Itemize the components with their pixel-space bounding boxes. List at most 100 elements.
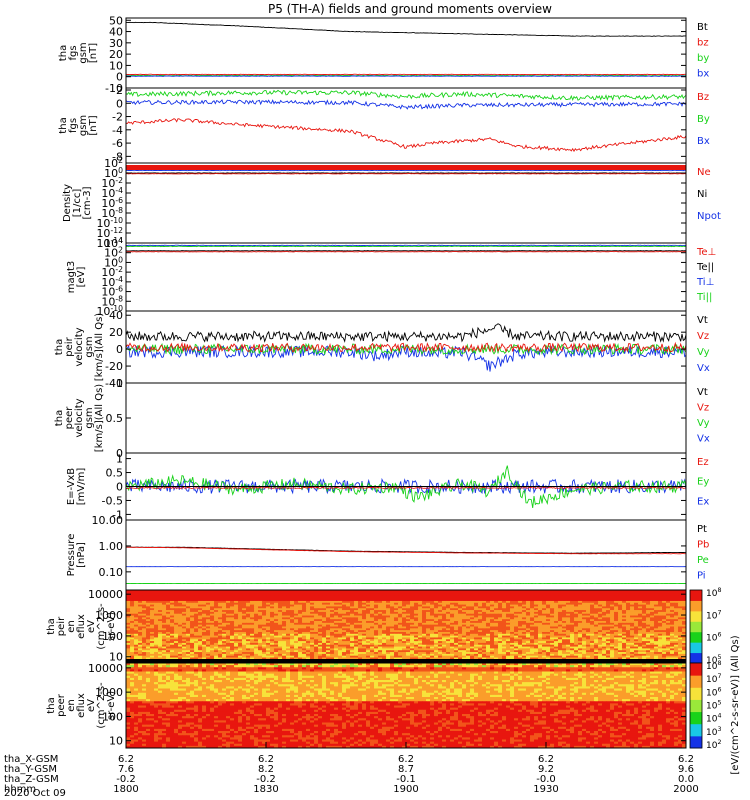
spectrogram-cell (138, 595, 143, 598)
spectrogram-cell (646, 599, 651, 602)
spectrogram-cell (322, 600, 327, 604)
spectrogram-cell (366, 642, 371, 646)
spectrogram-cell (154, 591, 159, 595)
spectrogram-cell (418, 631, 423, 635)
spectrogram-cell (606, 595, 611, 598)
spectrogram-cell (422, 615, 427, 618)
spectrogram-cell (394, 590, 399, 593)
spectrogram-cell (194, 610, 199, 613)
spectrogram-cell (398, 608, 403, 611)
spectrogram-cell (490, 602, 495, 605)
spectrogram-cell (382, 600, 387, 604)
spectrogram-cell (306, 610, 311, 613)
spectrogram-cell (294, 650, 299, 653)
spectrogram-cell (522, 644, 527, 647)
spectrogram-cell (134, 635, 139, 638)
spectrogram-cell (646, 648, 651, 651)
spectrogram-cell (306, 615, 311, 618)
spectrogram-cell (518, 624, 523, 627)
spectrogram-cell (510, 604, 515, 607)
spectrogram-cell (334, 606, 339, 609)
spectrogram-cell (242, 646, 247, 649)
spectrogram-cell (470, 602, 475, 605)
spectrogram-cell (566, 637, 571, 640)
spectrogram-cell (390, 597, 395, 600)
legend-Vt: Vt (697, 387, 708, 398)
spectrogram-cell (446, 642, 451, 646)
spectrogram-cell (518, 615, 523, 618)
spectrogram-cell (578, 622, 583, 626)
spectrogram-cell (130, 599, 135, 602)
spectrogram-cell (618, 613, 623, 616)
spectrogram-cell (398, 611, 403, 615)
spectrogram-cell (498, 604, 503, 607)
spectrogram-cell (294, 617, 299, 620)
spectrogram-cell (438, 639, 443, 642)
spectrogram-cell (530, 600, 535, 604)
spectrogram-cell (258, 635, 263, 638)
spectrogram-cell (222, 615, 227, 618)
spectrogram-cell (298, 622, 303, 626)
spectrogram-cell (386, 610, 391, 613)
spectrogram-cell (254, 613, 259, 616)
spectrogram-cell (158, 600, 163, 604)
spectrogram-cell (178, 626, 183, 629)
spectrogram-cell (546, 615, 551, 618)
y-tick-label: 40 (109, 309, 123, 322)
spectrogram-cell (674, 590, 679, 593)
spectrogram-cell (534, 626, 539, 629)
spectrogram-cell (606, 639, 611, 642)
spectrogram-cell (242, 608, 247, 611)
spectrogram-cell (298, 604, 303, 607)
spectrogram-cell (630, 619, 635, 622)
spectrogram-cell (570, 628, 575, 631)
spectrogram-cell (626, 606, 631, 609)
spectrogram-cell (174, 599, 179, 602)
spectrogram-cell (570, 608, 575, 611)
spectrogram-cell (682, 611, 687, 615)
spectrogram-cell (406, 635, 411, 638)
spectrogram-cell (578, 630, 583, 633)
spectrogram-cell (146, 628, 151, 631)
spectrogram-cell (506, 624, 511, 627)
spectrogram-cell (490, 619, 495, 622)
spectrogram-cell (662, 621, 667, 624)
spectrogram-cell (238, 621, 243, 624)
spectrogram-cell (398, 628, 403, 631)
spectrogram-cell (206, 591, 211, 595)
y-axis-label: thafgsgsm[nT] (58, 115, 99, 136)
spectrogram-cell (510, 621, 515, 624)
spectrogram-cell (622, 628, 627, 631)
spectrogram-cell (358, 611, 363, 615)
spectrogram-cell (186, 590, 191, 593)
spectrogram-cell (474, 600, 479, 604)
spectrogram-cell (570, 621, 575, 624)
spectrogram-cell (182, 630, 187, 633)
spectrogram-cell (166, 593, 171, 596)
spectrogram-cell (434, 619, 439, 622)
spectrogram-cell (406, 642, 411, 646)
spectrogram-cell (662, 646, 667, 649)
spectrogram-cell (234, 610, 239, 613)
spectrogram-cell (394, 597, 399, 600)
spectrogram-cell (138, 615, 143, 618)
spectrogram-cell (482, 604, 487, 607)
spectrogram-cell (186, 644, 191, 647)
spectrogram-cell (558, 619, 563, 622)
spectrogram-cell (166, 642, 171, 646)
spectrogram-cell (590, 630, 595, 633)
spectrogram-cell (486, 635, 491, 638)
spectrogram-cell (330, 600, 335, 604)
spectrogram-cell (294, 610, 299, 613)
spectrogram-cell (302, 597, 307, 600)
spectrogram-cell (270, 608, 275, 611)
spectrogram-cell (522, 626, 527, 629)
spectrogram-cell (546, 595, 551, 598)
legend-Pi: Pi (697, 571, 706, 582)
spectrogram-cell (618, 650, 623, 653)
spectrogram-cell (246, 590, 251, 593)
spectrogram-cell (442, 635, 447, 638)
spectrogram-cell (262, 619, 267, 622)
spectrogram-cell (570, 630, 575, 633)
spectrogram-cell (462, 635, 467, 638)
